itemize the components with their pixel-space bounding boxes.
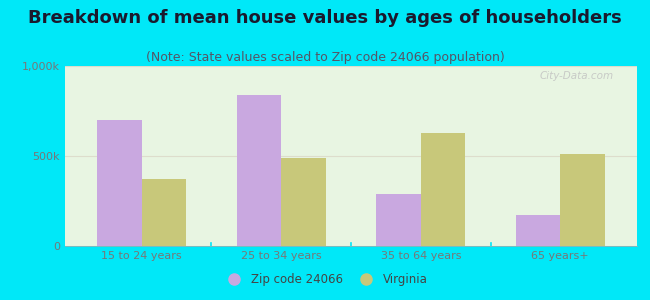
Bar: [97, 120, 142, 246]
Legend: Zip code 24066, Virginia: Zip code 24066, Virginia: [218, 269, 432, 291]
Bar: [560, 154, 605, 246]
Bar: [237, 95, 281, 246]
Bar: [515, 214, 560, 246]
Text: (Note: State values scaled to Zip code 24066 population): (Note: State values scaled to Zip code 2…: [146, 51, 504, 64]
Bar: [421, 133, 465, 246]
Text: Breakdown of mean house values by ages of householders: Breakdown of mean house values by ages o…: [28, 9, 622, 27]
Bar: [142, 179, 187, 246]
Bar: [281, 158, 326, 246]
Text: City-Data.com: City-Data.com: [540, 71, 614, 81]
Bar: [376, 194, 421, 246]
